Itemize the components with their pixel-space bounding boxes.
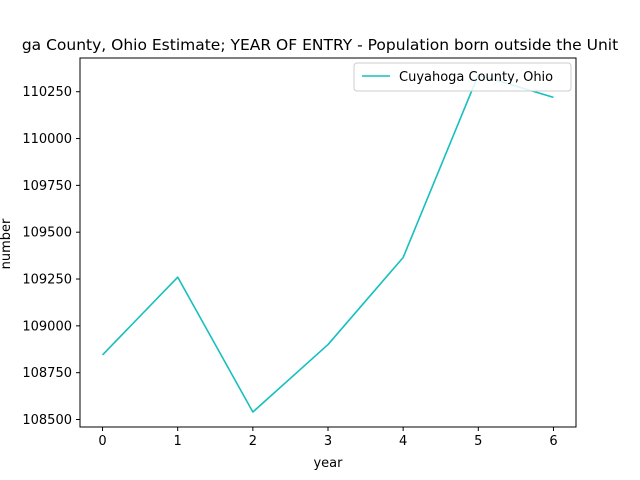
x-tick-label: 3 bbox=[324, 434, 332, 449]
legend-label: Cuyahoga County, Ohio bbox=[399, 70, 553, 85]
series-line bbox=[101, 74, 554, 413]
x-tick-label: 2 bbox=[249, 434, 257, 449]
y-tick-label: 110000 bbox=[22, 132, 72, 147]
plot-area bbox=[79, 57, 577, 428]
y-tick-label: 109500 bbox=[22, 226, 72, 241]
y-tick-label: 110250 bbox=[22, 85, 72, 100]
y-axis: 108500 108750 109000 109250 109500 109750 1100… bbox=[22, 85, 80, 428]
y-tick-label: 109750 bbox=[22, 179, 72, 194]
legend: Cuyahoga County, Ohio bbox=[353, 62, 572, 92]
legend-box bbox=[353, 62, 572, 92]
y-tick-label: 109250 bbox=[22, 273, 72, 288]
y-axis-label: number bbox=[0, 218, 14, 269]
x-axis-label: year bbox=[313, 456, 343, 471]
y-tick-label: 108750 bbox=[22, 366, 72, 381]
y-tick-label: 108500 bbox=[22, 413, 72, 428]
plot-frame bbox=[79, 57, 577, 428]
x-tick-label: 4 bbox=[399, 434, 407, 449]
x-axis: 0 1 2 3 4 5 6 bbox=[98, 427, 558, 449]
chart-title: ga County, Ohio Estimate; YEAR OF ENTRY … bbox=[22, 36, 618, 54]
x-tick-label: 0 bbox=[98, 434, 106, 449]
x-tick-label: 6 bbox=[549, 434, 557, 449]
series-layer bbox=[101, 74, 554, 413]
y-tick-label: 109000 bbox=[22, 319, 72, 334]
x-tick-label: 5 bbox=[474, 434, 482, 449]
x-tick-label: 1 bbox=[174, 434, 182, 449]
